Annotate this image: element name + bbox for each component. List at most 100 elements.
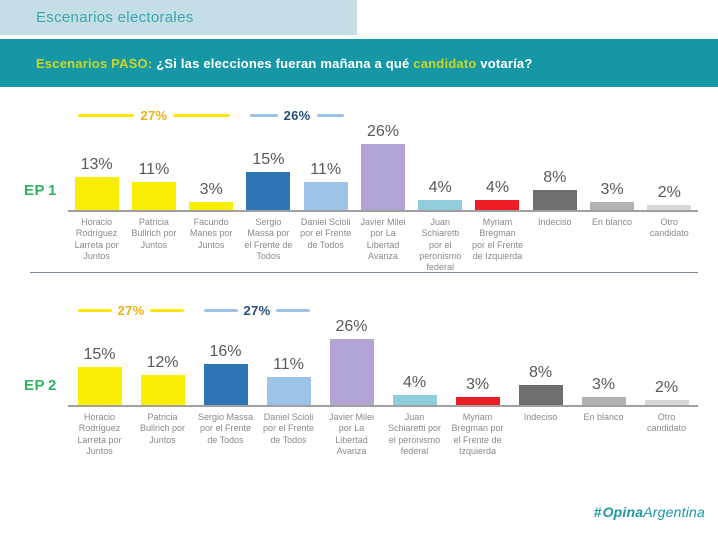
category-label: Patricia Bullrich por Juntos — [139, 412, 186, 445]
title-highlight-1: Escenarios PASO: — [36, 55, 157, 71]
category-label: Myriam Bregman por el Frente de Izquierd… — [471, 217, 523, 261]
coalition-total-label: 27% — [117, 302, 145, 318]
bar-column: 3% — [446, 376, 509, 405]
bar-value-label: 3% — [199, 181, 223, 198]
bar-value-label: 26% — [366, 123, 399, 140]
coalition-total-label: 27% — [140, 107, 168, 123]
plot-area: 15% 12% 16% 11% 26% 4% 3% 8% 3% 2% — [68, 318, 698, 405]
title-text-2: votaría? — [476, 55, 533, 71]
bar-value-label: 4% — [402, 374, 427, 391]
category-label: Patricia Bullrich por Juntos — [131, 217, 177, 250]
bar-value-label: 3% — [591, 376, 616, 393]
category-label: Javier Milei por La Libertad Avanza — [328, 412, 374, 456]
bar-column: 13% — [68, 156, 125, 210]
bar — [418, 200, 463, 210]
coalition-total-label: 26% — [283, 107, 311, 123]
bar — [140, 375, 185, 405]
bar-value-label: 15% — [252, 151, 285, 168]
category-label: Sergio Massa por el Frente de Todos — [197, 412, 254, 445]
bar-value-label: 4% — [428, 179, 452, 196]
bar-column: 8% — [509, 364, 572, 405]
category-label: Sergio Massa por el Frente de Todos — [244, 217, 293, 261]
bracket-line — [78, 308, 112, 312]
scenario-label-number: 2 — [48, 377, 57, 394]
bar-value-label: 2% — [654, 379, 679, 396]
bar-column: 11% — [125, 161, 182, 210]
scenario-label-prefix: EP — [24, 182, 46, 199]
chart-separator-line — [30, 272, 698, 273]
x-axis-line — [68, 210, 698, 212]
category-label: Otro candidato — [649, 217, 689, 239]
bar — [644, 400, 689, 405]
section-tab-label: Escenarios electorales — [36, 9, 194, 26]
category-label: Horacio Rodríguez Larreta por Juntos — [74, 217, 119, 261]
category-label: Juan Schiaretti por el peronismo federal — [387, 412, 442, 456]
bracket-line — [316, 113, 345, 117]
coalition-total-label: 27% — [243, 302, 271, 318]
bar — [532, 190, 577, 210]
plot-area: 13% 11% 3% 15% 11% 26% 4% 4% 8% 3% 2% — [68, 123, 698, 210]
bar-value-label: 13% — [80, 156, 113, 173]
coalition-bracket: 26% — [249, 106, 345, 124]
bar-value-label: 2% — [657, 184, 681, 201]
bar — [329, 339, 374, 405]
section-tab: Escenarios electorales — [0, 0, 357, 35]
bar — [74, 177, 119, 210]
scenario-label-prefix: EP — [24, 377, 46, 394]
scenario-label-number: 1 — [48, 182, 57, 199]
coalition-bracket: 27% — [204, 301, 311, 319]
bar-value-label: 4% — [485, 179, 510, 196]
scenario-label: EP 1 — [24, 182, 64, 199]
bar-value-label: 11% — [273, 356, 304, 373]
page-title: Escenarios PASO: ¿Si las elecciones fuer… — [0, 39, 718, 87]
bracket-line — [249, 113, 278, 117]
bracket-line — [173, 113, 230, 117]
bar-value-label: 26% — [335, 318, 368, 335]
category-label: Otro candidato — [646, 412, 687, 434]
bar-column: 26% — [320, 318, 383, 405]
scenario-label: EP 2 — [24, 377, 64, 394]
brand-logo-light: Argentina — [643, 504, 705, 520]
bar-value-label: 11% — [310, 161, 342, 178]
bar-column: 11% — [297, 161, 354, 210]
category-label: Javier Milei por La Libertad Avanza — [360, 217, 406, 261]
bar-value-label: 12% — [146, 354, 179, 371]
bar-column: 4% — [383, 374, 446, 405]
bar — [581, 397, 626, 405]
x-axis-line — [68, 405, 698, 407]
bracket-line — [150, 308, 185, 312]
coalition-bracket: 27% — [78, 301, 185, 319]
bar-value-label: 3% — [600, 181, 624, 198]
hashtag-icon: # — [593, 504, 602, 520]
bar-value-label: 8% — [528, 364, 553, 381]
category-label: En blanco — [583, 412, 624, 422]
chart-ep1: EP 1 27% 26% 13% 11% 3% 15% 11% 26% 4% 4% 8% 3% 2% H… — [24, 106, 698, 273]
bracket-line — [276, 308, 311, 312]
bar-column: 4% — [469, 179, 526, 210]
bar-value-label: 8% — [543, 169, 567, 186]
bar-value-label: 16% — [209, 343, 242, 360]
bar — [131, 182, 176, 210]
bar — [189, 202, 234, 210]
bar-column: 8% — [526, 169, 583, 210]
bar — [246, 172, 291, 210]
bar — [77, 367, 122, 405]
bar — [475, 200, 520, 210]
bar — [360, 144, 405, 210]
bar-column: 2% — [635, 379, 698, 405]
bar — [203, 364, 248, 405]
bracket-row: 27% 27% — [68, 301, 698, 319]
category-labels: Horacio Rodríguez Larreta por Juntos Patr… — [68, 412, 698, 457]
bar-column: 26% — [354, 123, 411, 210]
bar — [392, 395, 437, 405]
category-label: Indeciso — [523, 412, 558, 422]
bar-column: 15% — [68, 346, 131, 405]
bracket-line — [204, 308, 238, 312]
title-highlight-2: candidato — [413, 55, 477, 71]
bar — [266, 377, 311, 405]
title-text-1: ¿Si las elecciones fueran mañana a qué — [156, 55, 414, 71]
bar-column: 12% — [131, 354, 194, 405]
bar-value-label: 15% — [83, 346, 116, 363]
category-label: Juan Schiaretti por el peronismo federal — [419, 217, 462, 272]
